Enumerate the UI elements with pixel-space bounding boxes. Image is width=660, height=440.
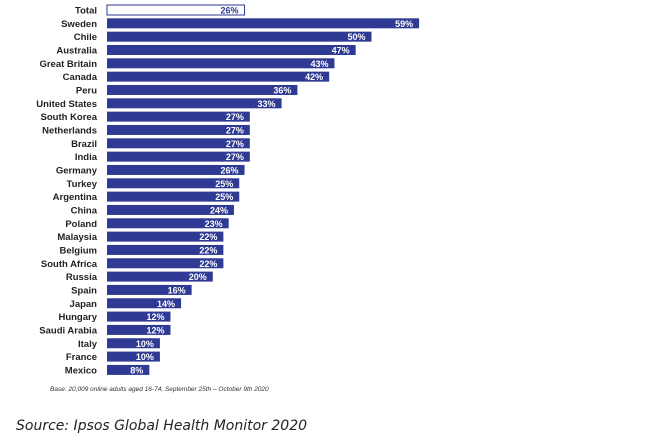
- bar: [107, 338, 160, 349]
- total-bar: [106, 4, 246, 16]
- category-label: Hungary: [58, 312, 97, 323]
- category-label: Peru: [76, 85, 97, 96]
- value-label: 12%: [146, 312, 164, 322]
- bar: [107, 258, 224, 269]
- bar: [107, 58, 335, 69]
- bar: [107, 284, 192, 295]
- category-label: Malaysia: [57, 232, 97, 243]
- bar: [107, 151, 250, 162]
- category-label: India: [75, 152, 98, 163]
- value-label: 8%: [130, 365, 143, 375]
- footnote: Base: 20,009 online adults aged 16-74, S…: [50, 386, 269, 393]
- bar: [107, 231, 224, 242]
- bar: [107, 324, 171, 335]
- value-label: 14%: [157, 299, 175, 309]
- bar: [107, 18, 420, 29]
- value-label: 23%: [205, 219, 223, 229]
- value-label: 36%: [273, 85, 291, 95]
- bar: [107, 44, 356, 55]
- value-label: 26%: [221, 165, 239, 175]
- category-label: Italy: [78, 339, 98, 350]
- bar: [107, 351, 160, 362]
- value-label: 47%: [332, 45, 350, 55]
- category-label: France: [66, 352, 97, 363]
- category-label: Argentina: [53, 192, 98, 203]
- category-label: Great Britain: [39, 59, 97, 70]
- bar: [107, 164, 245, 175]
- bar: [107, 178, 240, 189]
- value-label: 27%: [226, 125, 244, 135]
- category-label: Chile: [74, 32, 97, 43]
- bar: [107, 98, 282, 109]
- category-label: Saudi Arabia: [39, 325, 97, 336]
- category-label: Japan: [70, 299, 98, 310]
- value-label: 27%: [226, 139, 244, 149]
- bar-chart: Total 26% Sweden 59% Chile 50% Australia 47% Gre…: [36, 4, 420, 376]
- bar: [107, 111, 250, 122]
- value-label: 27%: [226, 152, 244, 162]
- value-label: 20%: [189, 272, 207, 282]
- value-label: 10%: [136, 352, 154, 362]
- category-label: Canada: [63, 72, 98, 83]
- value-label: 24%: [210, 205, 228, 215]
- bar: [107, 204, 234, 215]
- value-label: 22%: [199, 245, 217, 255]
- value-label: 22%: [199, 232, 217, 242]
- value-label: 12%: [146, 325, 164, 335]
- value-label: 25%: [215, 192, 233, 202]
- value-label: 25%: [215, 179, 233, 189]
- category-label: China: [71, 205, 98, 216]
- source-caption: Source: Ipsos Global Health Monitor 2020: [16, 418, 308, 434]
- bar: [107, 71, 330, 82]
- category-label: Sweden: [61, 19, 97, 30]
- category-label: Australia: [56, 45, 97, 56]
- value-label: 16%: [168, 285, 186, 295]
- category-label: Mexico: [65, 365, 97, 376]
- category-label: South Korea: [41, 112, 98, 123]
- category-label: Belgium: [60, 245, 97, 256]
- category-label: Brazil: [71, 139, 97, 150]
- category-label: Spain: [71, 285, 97, 296]
- bar: [107, 311, 171, 322]
- bar: [107, 124, 250, 135]
- value-label: 26%: [221, 6, 239, 16]
- value-label: 27%: [226, 112, 244, 122]
- bar: [107, 218, 229, 229]
- category-label: Poland: [65, 219, 97, 230]
- bar: [107, 244, 224, 255]
- value-label: 43%: [310, 59, 328, 69]
- category-label: South Africa: [41, 259, 98, 270]
- value-label: 33%: [258, 99, 276, 109]
- value-label: 50%: [347, 32, 365, 42]
- value-label: 22%: [199, 259, 217, 269]
- category-label: Russia: [66, 272, 98, 283]
- category-label: Germany: [56, 165, 98, 176]
- category-label: Total: [75, 6, 97, 17]
- category-label: Turkey: [67, 179, 98, 190]
- bar: [107, 31, 372, 42]
- bar: [107, 191, 240, 202]
- category-label: Netherlands: [42, 125, 97, 136]
- bar: [107, 364, 150, 375]
- value-label: 10%: [136, 339, 154, 349]
- bar: [107, 298, 182, 309]
- bar: [107, 138, 250, 149]
- bar: [107, 271, 213, 282]
- value-label: 42%: [305, 72, 323, 82]
- bar: [107, 84, 298, 95]
- category-label: United States: [36, 99, 97, 110]
- value-label: 59%: [395, 19, 413, 29]
